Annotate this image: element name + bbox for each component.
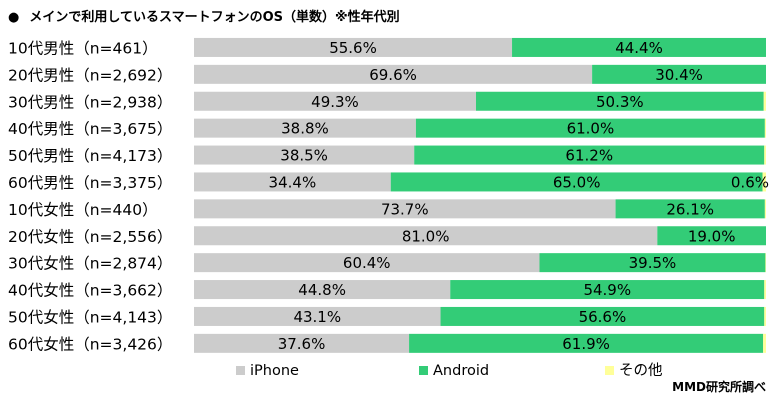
bar-segment-Android [409,333,764,353]
bar-segment-Android [475,91,764,111]
category-label: 40代女性（n=3,662） [8,281,172,300]
data-label: 61.2% [565,147,613,165]
data-label: 55.6% [329,39,377,57]
category-label: 30代男性（n=2,938） [8,93,172,111]
data-label: 73.7% [381,200,429,218]
bar-segment-Android [414,145,765,165]
data-label: 50.3% [596,93,644,111]
legend-swatch-iPhone [236,366,245,375]
legend-label-Android: Android [433,363,489,379]
bar-segment-その他 [765,253,766,273]
data-label: 56.6% [579,308,627,326]
bar-segment-iPhone [194,64,593,84]
bar-segment-その他 [764,145,766,165]
bar-segment-その他 [764,306,766,326]
bar-segment-iPhone [194,145,415,165]
bar-segment-iPhone [194,91,476,111]
bar-segment-Android [512,37,766,57]
category-label: 10代女性（n=440） [8,200,158,219]
bar-segment-その他 [763,91,766,111]
data-label: 44.8% [298,281,346,299]
category-label: 30代女性（n=2,874） [8,254,172,273]
data-label: 54.9% [583,281,631,299]
data-label: 0.6% [731,173,769,191]
bar-segment-iPhone [194,118,416,138]
legend-label-その他: その他 [619,362,663,379]
data-label: 65.0% [553,173,601,191]
legend-swatch-Android [419,366,428,375]
title-bullet: ● [8,10,20,25]
legend-label-iPhone: iPhone [250,363,299,379]
bar-segment-Android [657,226,766,246]
data-label: 69.6% [369,66,417,84]
data-label: 30.4% [655,66,703,84]
chart-title: ● メインで利用しているスマートフォンのOS（単数）※性年代別 [8,6,400,25]
bar-segment-Android [615,199,765,219]
bar-segment-Android [415,118,765,138]
data-label: 37.6% [278,335,326,353]
category-label: 50代女性（n=4,143） [8,307,172,326]
category-label: 60代女性（n=3,426） [8,334,172,353]
bar-segment-iPhone [194,333,410,353]
chart-title-text: メインで利用しているスマートフォンのOS（単数）※性年代別 [29,10,400,25]
bar-segment-その他 [762,172,766,192]
data-label: 38.5% [280,147,328,165]
bar-segment-その他 [764,199,766,219]
data-label: 61.0% [567,120,615,138]
category-label: 50代男性（n=4,173） [8,147,172,165]
data-label: 19.0% [688,227,736,245]
bar-segment-iPhone [194,280,451,300]
data-label: 39.5% [629,254,677,272]
data-label: 38.8% [281,120,329,138]
bar-segment-iPhone [194,37,513,57]
bar-segment-iPhone [194,306,441,326]
bar-segment-その他 [763,333,766,353]
bar-segment-Android [592,64,766,84]
bar-segment-iPhone [194,199,616,219]
bar-segment-Android [450,280,765,300]
bar-segment-その他 [764,280,766,300]
category-label: 10代男性（n=461） [8,39,158,57]
bar-segment-iPhone [194,172,391,192]
bar-segment-iPhone [194,253,540,273]
data-label: 81.0% [402,227,450,245]
source-note: MMD研究所調べ [672,380,766,394]
data-label: 26.1% [666,200,714,218]
category-label: 20代男性（n=2,692） [8,66,172,84]
data-label: 43.1% [293,308,341,326]
bar-segment-その他 [764,118,766,138]
data-label: 61.9% [562,335,610,353]
data-label: 60.4% [343,254,391,272]
data-label: 49.3% [311,93,359,111]
data-label: 44.4% [615,39,663,57]
category-label: 20代女性（n=2,556） [8,227,172,246]
category-label: 40代男性（n=3,675） [8,120,172,138]
bar-segment-Android [440,306,765,326]
legend-swatch-その他 [605,366,614,375]
bar-segment-iPhone [194,226,658,246]
bar-segment-Android [539,253,766,273]
data-label: 34.4% [269,173,317,191]
bar-segment-Android [390,172,763,192]
category-label: 60代男性（n=3,375） [8,174,172,192]
